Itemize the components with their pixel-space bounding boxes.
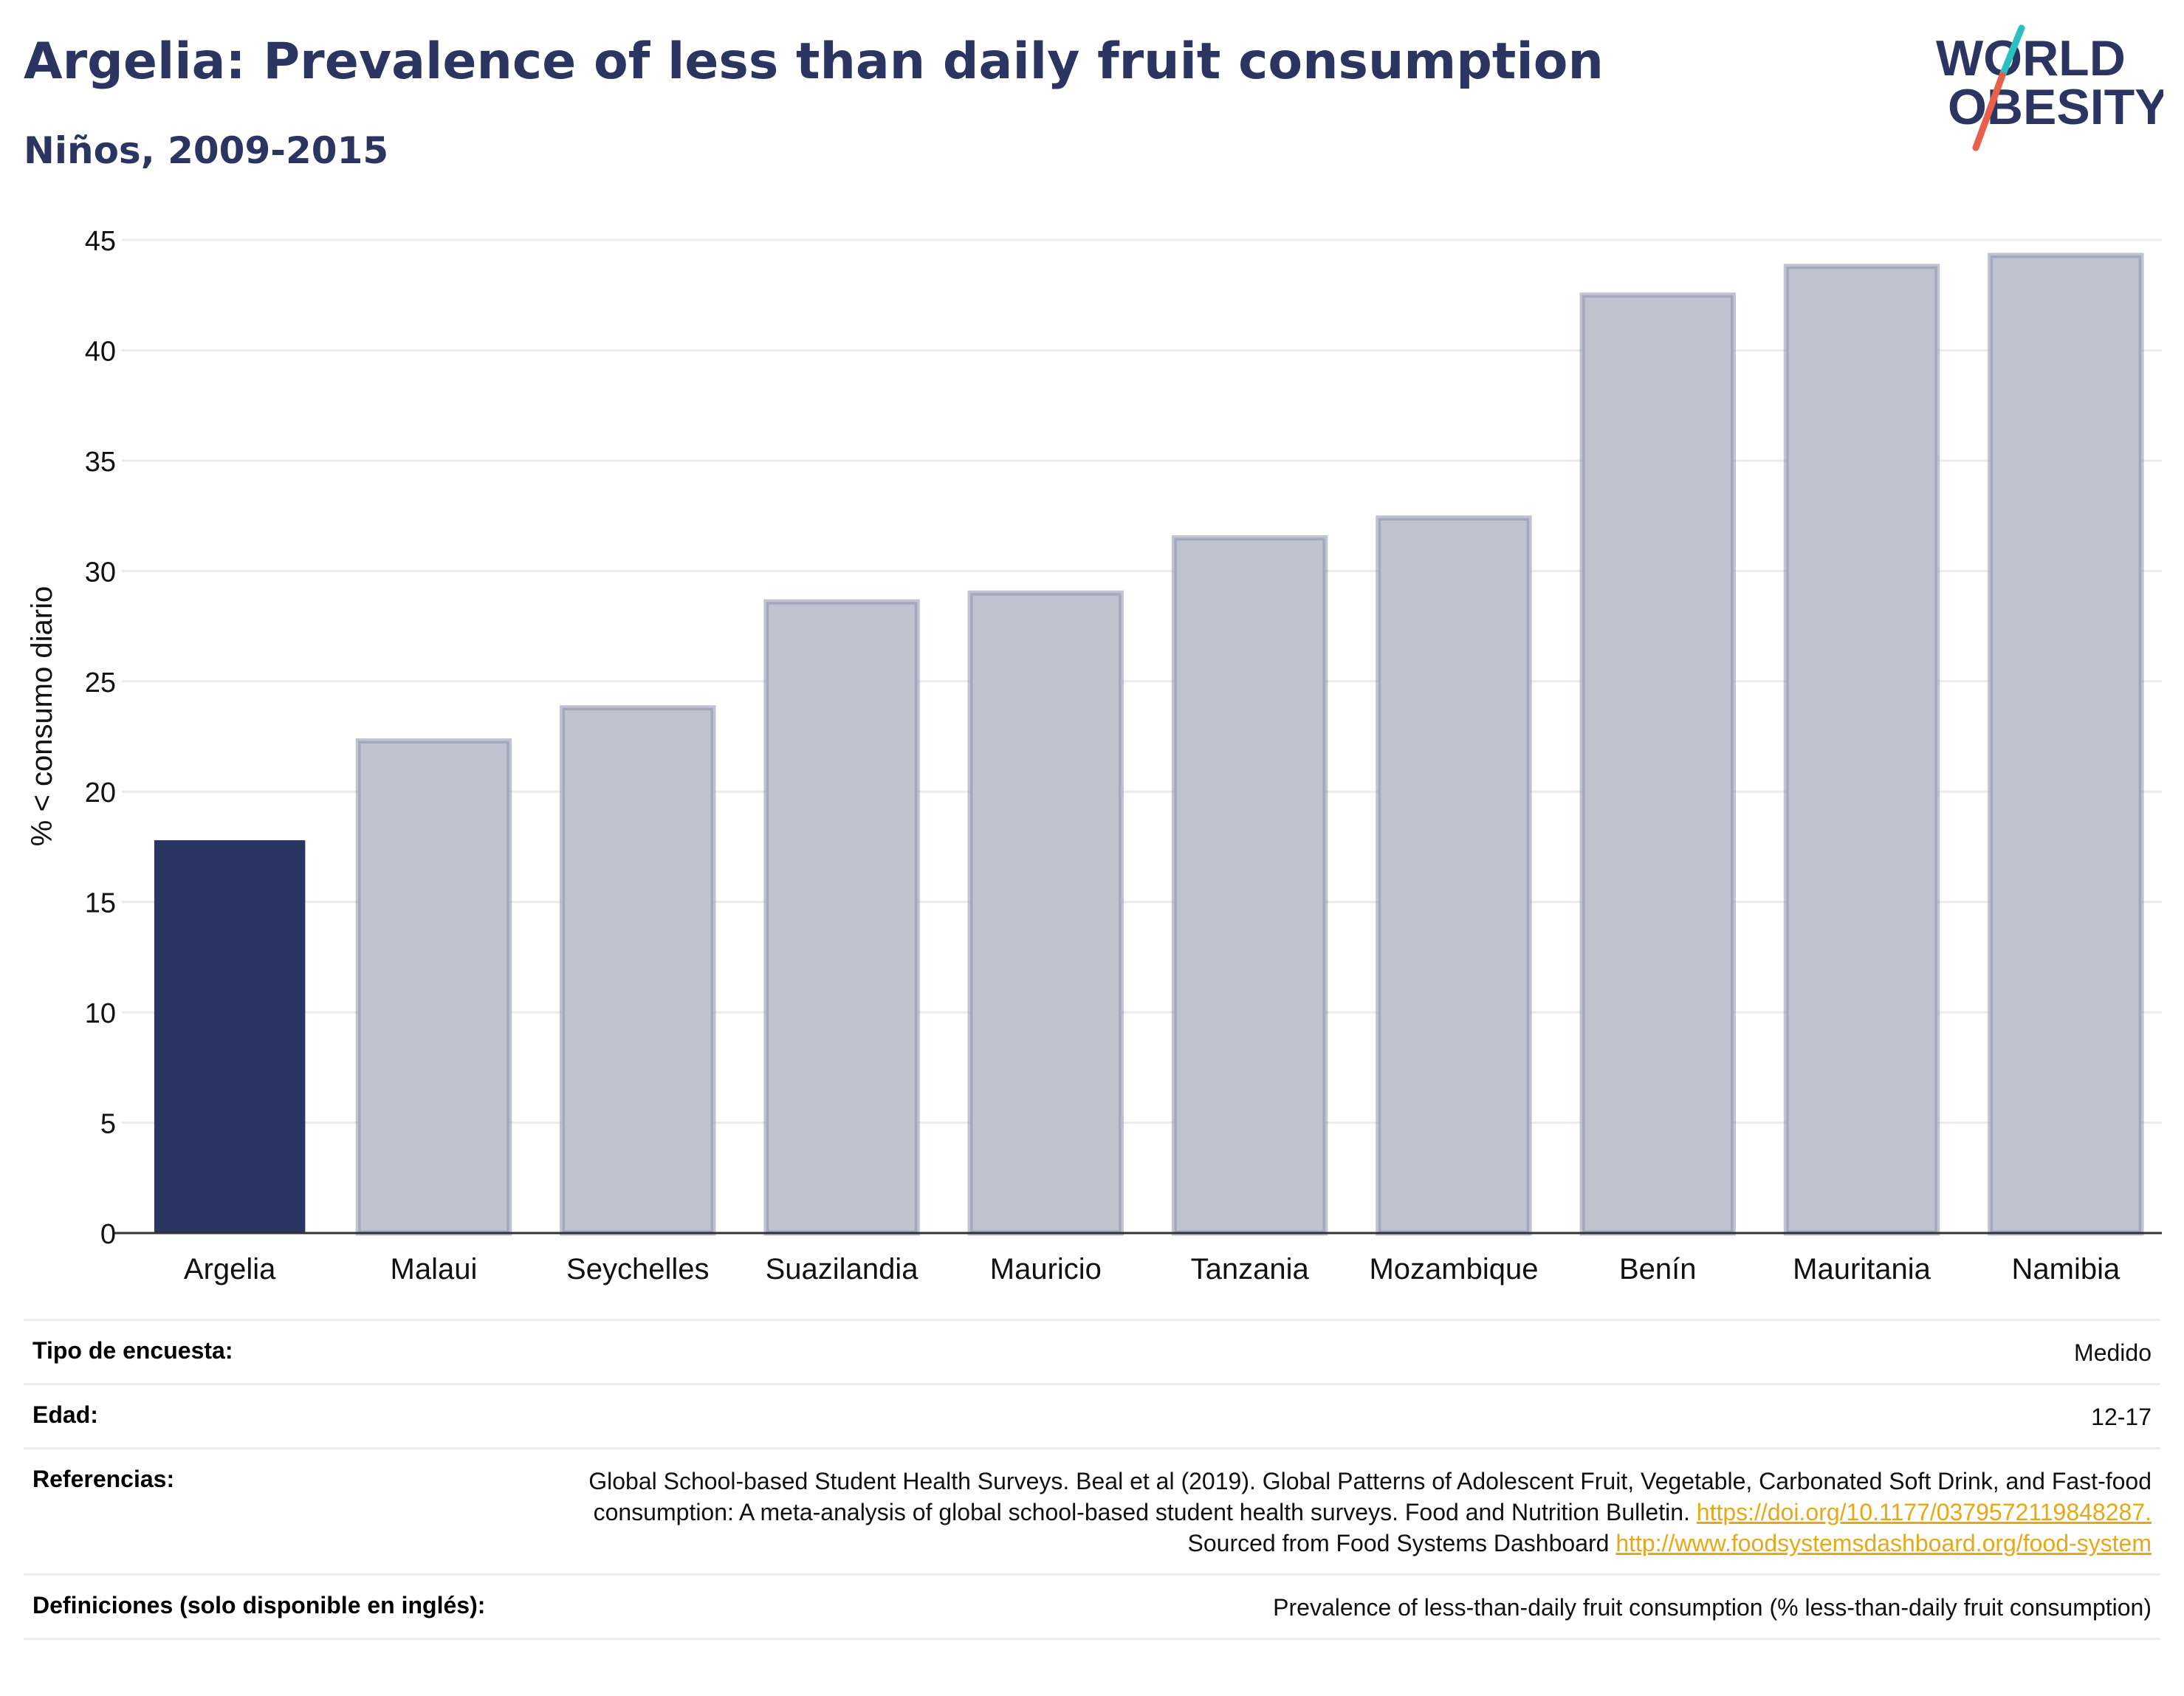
age-label: Edad: bbox=[32, 1401, 98, 1428]
x-tick-label: Tanzania bbox=[1191, 1253, 1310, 1285]
info-row-age: Edad: 12-17 bbox=[24, 1383, 2160, 1447]
food-systems-link[interactable]: http://www.foodsystemsdashboard.org/food… bbox=[1615, 1530, 2152, 1556]
info-table: Tipo de encuesta: Medido Edad: 12-17 Ref… bbox=[24, 1319, 2160, 1640]
x-tick-label: Mozambique bbox=[1369, 1253, 1538, 1285]
x-tick-label: Benín bbox=[1619, 1253, 1697, 1285]
bars bbox=[154, 253, 2144, 1236]
x-tick-label: Argelia bbox=[184, 1253, 276, 1285]
bar-mauritania bbox=[1783, 264, 1940, 1236]
references-text: Global School-based Student Health Surve… bbox=[588, 1468, 2152, 1525]
y-axis-label: % < consumo diario bbox=[26, 586, 58, 846]
y-tick-label: 10 bbox=[85, 998, 116, 1029]
x-tick-label: Suazilandia bbox=[766, 1253, 919, 1285]
y-tick-label: 20 bbox=[85, 777, 116, 808]
info-row-definitions: Definiciones (solo disponible en inglés)… bbox=[24, 1573, 2160, 1640]
x-tick-label: Mauritania bbox=[1793, 1253, 1931, 1285]
y-tick-label: 35 bbox=[85, 447, 116, 478]
y-tick-label: 5 bbox=[100, 1109, 116, 1140]
x-tick-label: Seychelles bbox=[566, 1253, 709, 1285]
bar-mauricio bbox=[967, 590, 1124, 1236]
world-obesity-logo: WORLD OBESITY bbox=[1936, 24, 2163, 151]
y-tick-label: 40 bbox=[85, 336, 116, 367]
chart-title: Argelia: Prevalence of less than daily f… bbox=[24, 32, 1604, 91]
bar-benín bbox=[1579, 292, 1736, 1236]
x-tick-label: Namibia bbox=[2011, 1253, 2120, 1285]
bar-argelia bbox=[154, 840, 306, 1233]
info-row-references: Referencias: Global School-based Student… bbox=[24, 1447, 2160, 1573]
bar-seychelles bbox=[560, 705, 716, 1236]
x-tick-label: Mauricio bbox=[990, 1253, 1102, 1285]
survey-type-value: Medido bbox=[2074, 1339, 2152, 1366]
logo-line1: WORLD bbox=[1936, 30, 2126, 86]
info-row-survey-type: Tipo de encuesta: Medido bbox=[24, 1319, 2160, 1383]
y-tick-label: 15 bbox=[85, 888, 116, 919]
bar-chart: 0 5 10 15 20 25 30 35 40 45 Argelia Malaui Seychelle… bbox=[26, 226, 2162, 1285]
definitions-label: Definiciones (solo disponible en inglés)… bbox=[32, 1592, 486, 1618]
references-source-text: Sourced from Food Systems Dashboard bbox=[1187, 1530, 1610, 1556]
y-tick-label: 30 bbox=[85, 557, 116, 588]
bar-suazilandia bbox=[763, 599, 920, 1236]
y-tick-label: 0 bbox=[100, 1219, 116, 1250]
survey-type-label: Tipo de encuesta: bbox=[32, 1337, 233, 1364]
chart-subtitle: Niños, 2009-2015 bbox=[24, 129, 389, 172]
bar-namibia bbox=[1988, 253, 2144, 1236]
references-value: Global School-based Student Health Surve… bbox=[564, 1466, 2152, 1559]
logo-slash-red bbox=[1972, 72, 2006, 151]
bar-malaui bbox=[355, 738, 512, 1236]
y-tick-label: 25 bbox=[85, 667, 116, 698]
x-tick-label: Malaui bbox=[391, 1253, 478, 1285]
bar-mozambique bbox=[1376, 515, 1532, 1236]
definitions-value: Prevalence of less-than-daily fruit cons… bbox=[1273, 1594, 2152, 1621]
bar-tanzania bbox=[1171, 535, 1328, 1236]
axes: 0 5 10 15 20 25 30 35 40 45 Argelia Malaui Seychelle… bbox=[85, 226, 2162, 1285]
references-label: Referencias: bbox=[32, 1466, 175, 1492]
doi-link[interactable]: https://doi.org/10.1177/0379572119848287… bbox=[1696, 1499, 2152, 1525]
logo-slash-teal bbox=[1999, 24, 2025, 79]
y-tick-label: 45 bbox=[85, 226, 116, 257]
age-value: 12-17 bbox=[2091, 1404, 2152, 1430]
